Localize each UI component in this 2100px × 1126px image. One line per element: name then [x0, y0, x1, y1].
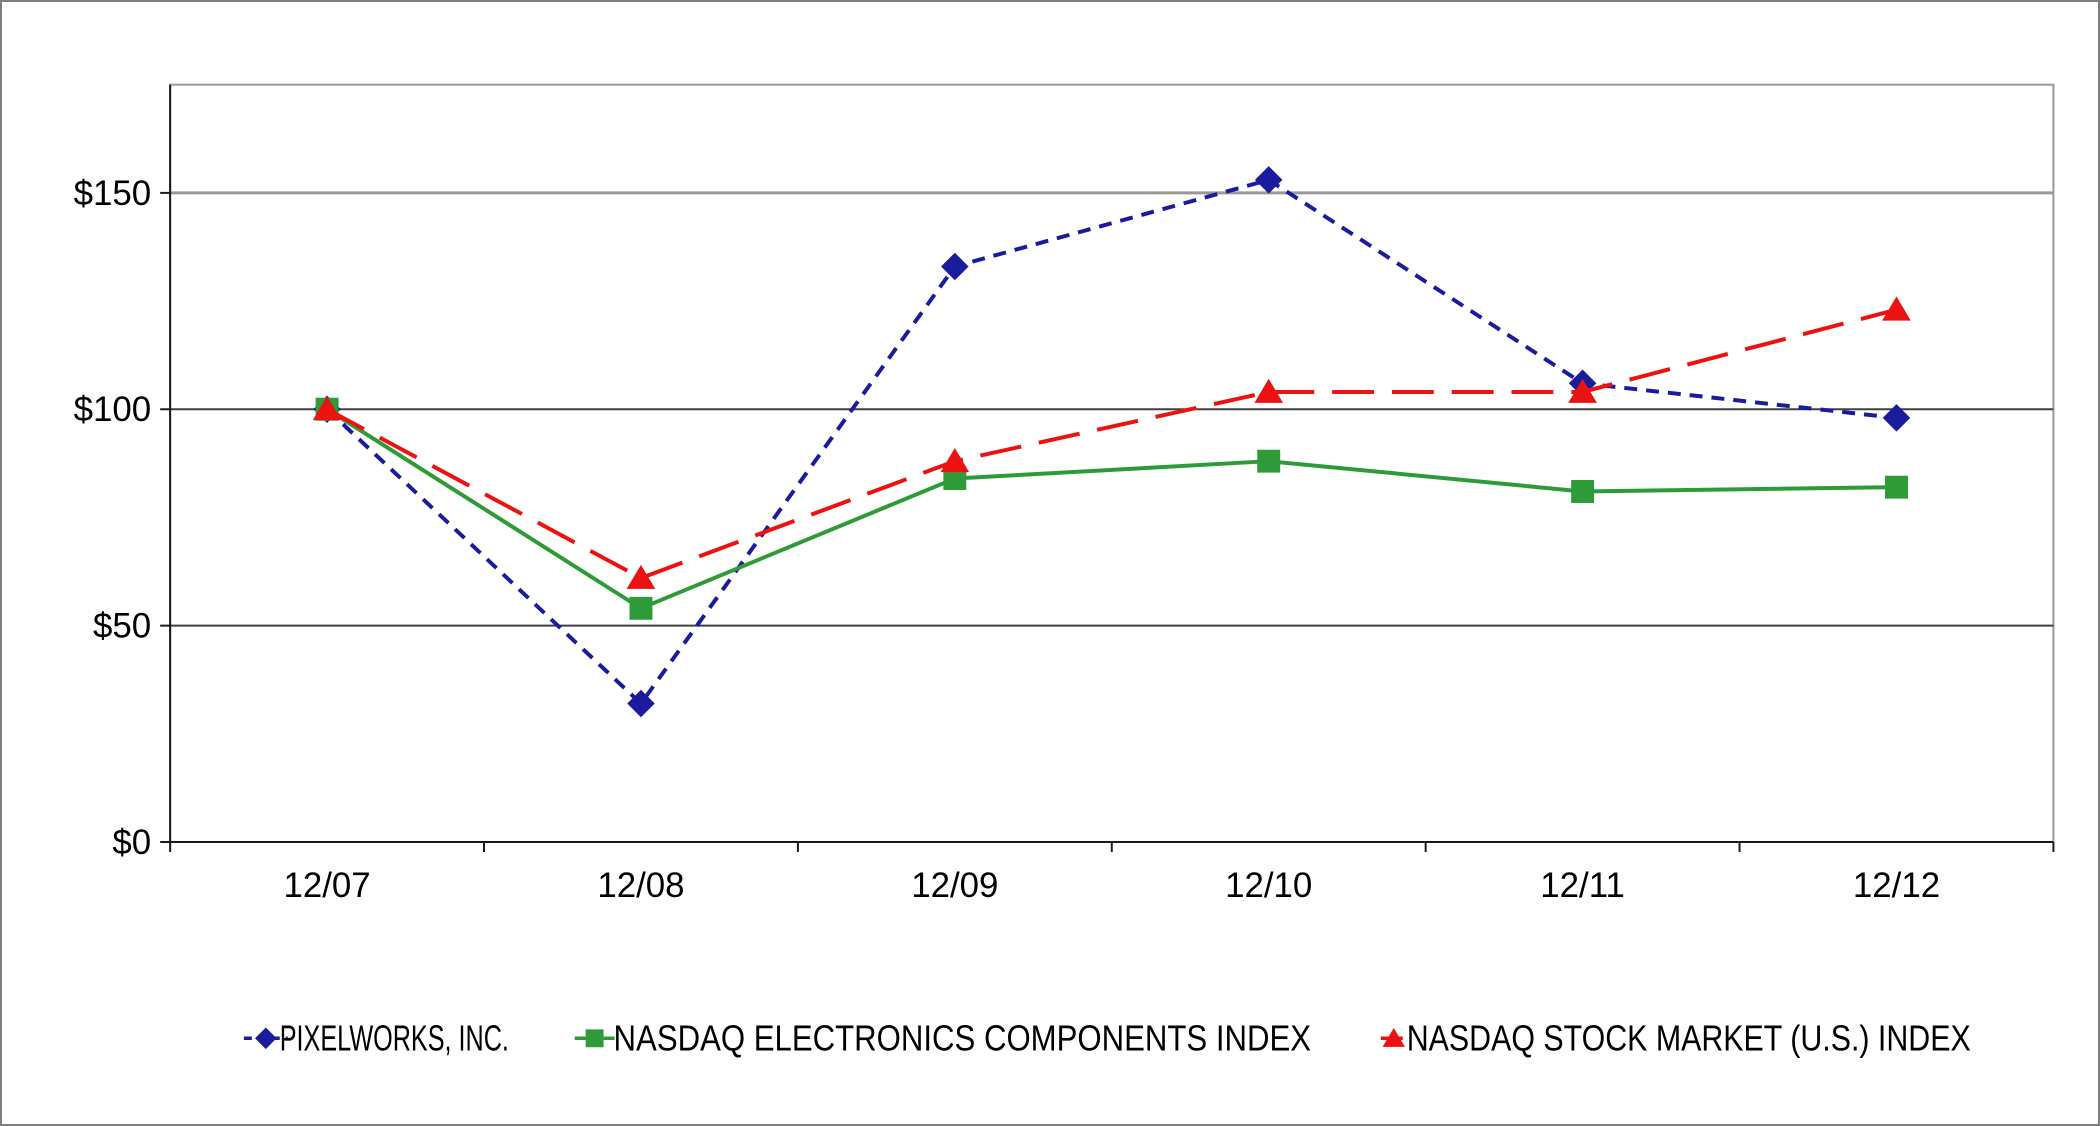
y-tick-label: $100 — [74, 390, 152, 429]
series-marker-2 — [312, 396, 342, 421]
y-tick-label: $50 — [93, 607, 151, 646]
series-marker-1 — [1257, 449, 1281, 473]
x-tick-label: 12/08 — [597, 866, 684, 905]
series-marker-0 — [1254, 166, 1283, 194]
series-marker-2 — [940, 448, 970, 473]
x-tick-label: 12/09 — [911, 866, 998, 905]
series-marker-0 — [627, 689, 655, 718]
x-tick-label: 12/10 — [1225, 866, 1312, 905]
series-marker-2 — [1882, 296, 1911, 321]
series-marker-1 — [1885, 475, 1908, 499]
y-tick-label: $0 — [112, 823, 151, 862]
y-tick-label: $150 — [74, 174, 152, 213]
series-marker-0 — [1882, 404, 1911, 432]
legend-marker-square — [585, 1029, 604, 1048]
series-marker-2 — [1568, 378, 1597, 403]
x-tick-label: 12/11 — [1540, 866, 1625, 905]
series-marker-1 — [629, 596, 653, 620]
plot-area-border — [169, 83, 2055, 844]
legend-marker-triangle — [1382, 1027, 1405, 1047]
series-line-2 — [326, 307, 1897, 581]
series-marker-1 — [943, 467, 967, 490]
series-marker-1 — [1571, 480, 1595, 503]
series-marker-2 — [1254, 378, 1284, 403]
x-tick-label: 12/12 — [1853, 866, 1940, 905]
legend-marker-diamond — [255, 1027, 277, 1050]
legend-label: PIXELWORKS, INC. — [280, 1018, 509, 1058]
series-marker-2 — [626, 564, 656, 589]
legend-label: NASDAQ STOCK MARKET (U.S.) INDEX — [1407, 1018, 1971, 1058]
series-line-0 — [325, 177, 1897, 707]
legend-label: NASDAQ ELECTRONICS COMPONENTS INDEX — [614, 1018, 1312, 1058]
x-tick-label: 12/07 — [283, 866, 370, 905]
series-marker-0 — [941, 252, 969, 281]
series-line-1 — [326, 407, 1897, 611]
